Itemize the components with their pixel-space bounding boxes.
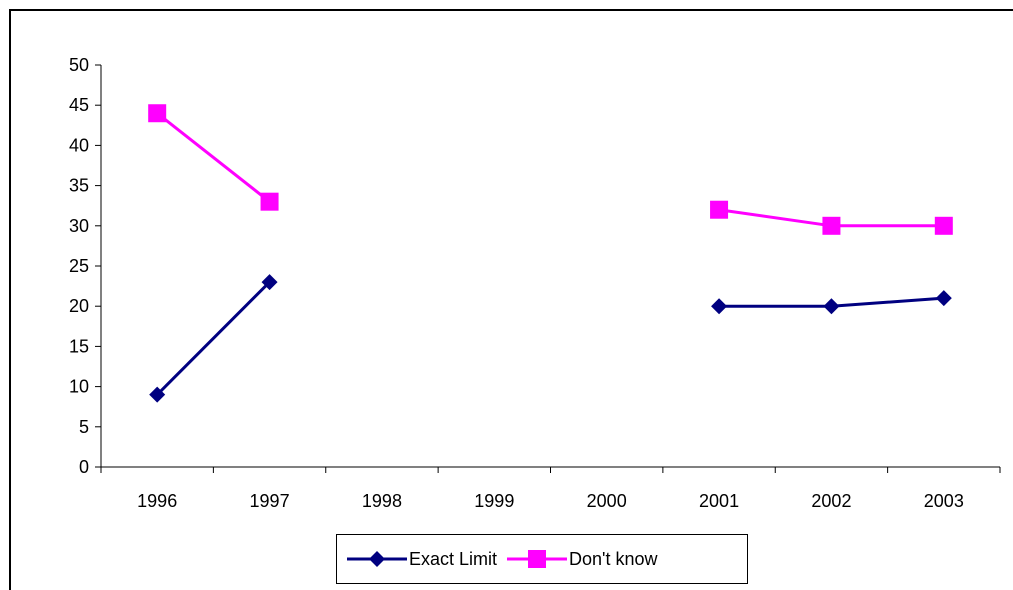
series-line-exact-limit — [156, 281, 271, 396]
data-point — [148, 104, 167, 123]
chart-frame — [9, 9, 1013, 590]
x-tick-label: 2001 — [699, 491, 739, 511]
data-point — [261, 274, 278, 291]
x-tick-label: 1998 — [362, 491, 402, 511]
series-don-t-know — [148, 104, 953, 235]
x-tick-label: 1999 — [474, 491, 514, 511]
data-point — [822, 216, 841, 235]
y-tick-label: 20 — [69, 296, 89, 316]
y-tick-label: 10 — [69, 377, 89, 397]
y-tick-label: 35 — [69, 176, 89, 196]
legend: Exact Limit Don't know — [336, 534, 748, 584]
data-point — [149, 386, 166, 403]
x-tick-label: 2000 — [587, 491, 627, 511]
data-point — [823, 298, 840, 315]
y-tick-label: 40 — [69, 135, 89, 155]
data-point — [260, 192, 279, 211]
series-layer — [148, 104, 953, 403]
legend-label-exact-limit: Exact Limit — [409, 548, 498, 569]
y-tick-label: 50 — [69, 55, 89, 75]
chart-axes — [100, 65, 1000, 468]
legend-label-dont-know: Don't know — [569, 548, 658, 569]
series-exact-limit — [149, 274, 952, 403]
y-tick-label: 0 — [79, 457, 89, 477]
series-line-don-t-know — [156, 112, 271, 203]
data-point — [934, 216, 953, 235]
y-tick-label: 25 — [69, 256, 89, 276]
data-point — [935, 290, 952, 307]
x-tick-label: 1996 — [137, 491, 177, 511]
y-tick-label: 45 — [69, 95, 89, 115]
y-axis-ticks: 0 5 10 15 20 25 30 35 40 45 50 — [69, 55, 101, 477]
legend-swatch-dont-know — [507, 550, 568, 568]
x-tick-label: 2003 — [924, 491, 964, 511]
y-tick-label: 30 — [69, 216, 89, 236]
legend-entry-dont-know: Don't know — [505, 548, 658, 570]
data-point — [710, 200, 729, 219]
x-tick-label: 2002 — [811, 491, 851, 511]
y-tick-label: 5 — [79, 417, 89, 437]
legend-entry-exact-limit: Exact Limit — [345, 549, 497, 570]
x-axis-ticks: 1996 1997 1998 1999 2000 2001 2002 2003 — [100, 467, 1001, 511]
legend-swatch-exact-limit — [347, 551, 407, 567]
data-point — [711, 298, 728, 315]
y-tick-label: 15 — [69, 336, 89, 356]
x-tick-label: 1997 — [250, 491, 290, 511]
